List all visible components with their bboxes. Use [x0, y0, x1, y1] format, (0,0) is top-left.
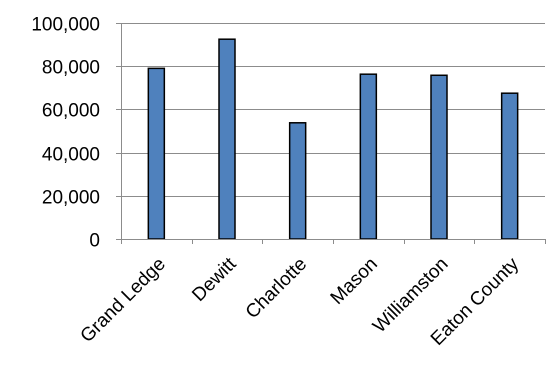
x-tick-label: Dewitt: [188, 253, 241, 306]
bar: [147, 67, 166, 240]
y-tick-label: 60,000: [42, 101, 100, 122]
bar: [430, 74, 448, 240]
x-tick-label: Charlotte: [242, 254, 311, 323]
y-tick-label: 0: [89, 231, 100, 252]
x-axis-tick-labels: Grand Ledge Dewitt Charlotte MasonWilliamst…: [77, 253, 524, 350]
bars: [147, 38, 519, 240]
y-axis-tick-labels: 0 20,000 40,000 60,000 80,000 100,000: [31, 15, 100, 252]
x-tick-label: Mason: [327, 254, 382, 309]
y-tick-label: 20,000: [42, 188, 100, 209]
bar: [218, 38, 236, 240]
y-tick-label: 40,000: [42, 145, 100, 166]
y-tick-label: 80,000: [42, 58, 100, 79]
gridlines: [121, 23, 545, 197]
y-tick-label: 100,000: [31, 15, 100, 36]
bar: [500, 92, 519, 240]
bar: [288, 122, 307, 240]
bar: [359, 73, 378, 240]
axes: [116, 23, 546, 244]
x-tick-label: Grand Ledge: [77, 254, 170, 347]
